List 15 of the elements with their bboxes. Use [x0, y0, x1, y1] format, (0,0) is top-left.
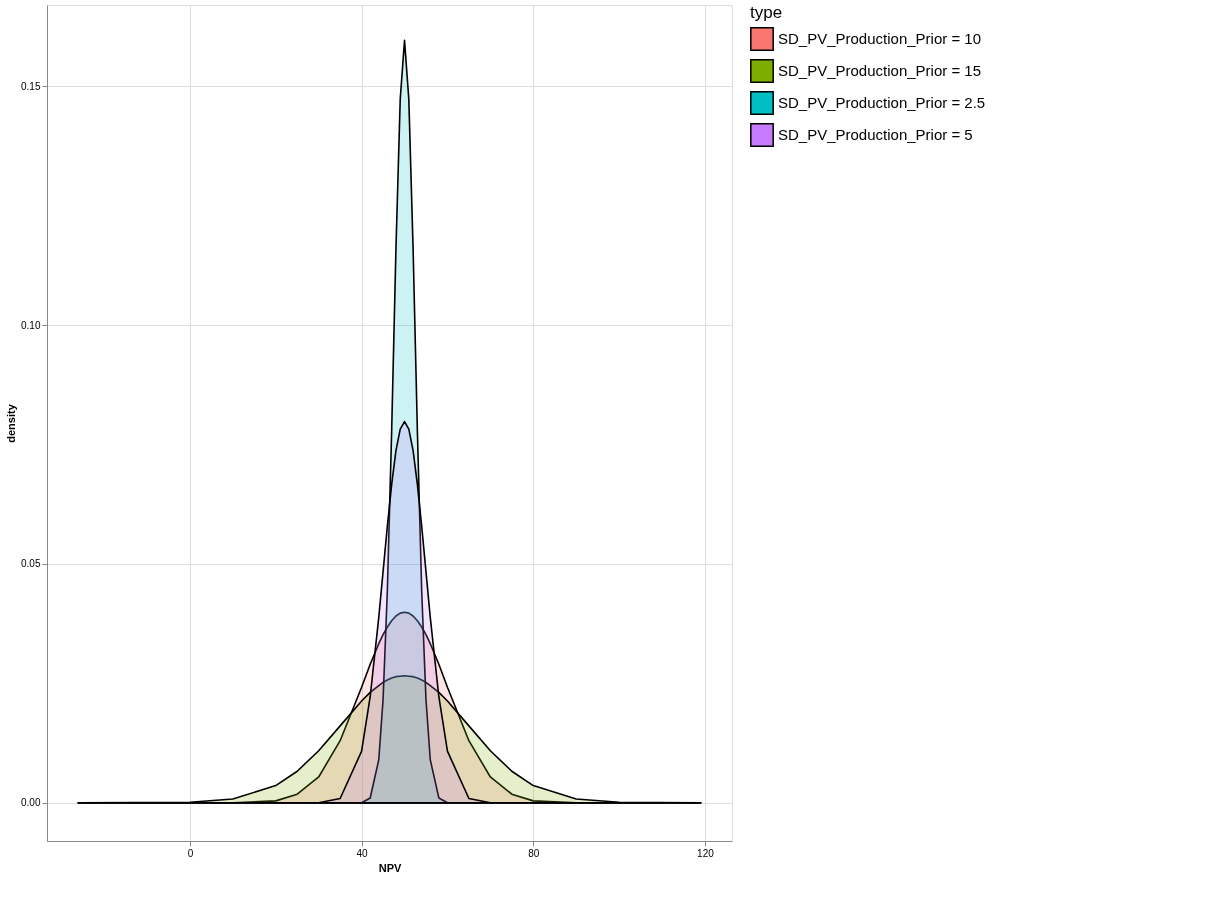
- legend-label: SD_PV_Production_Prior = 15: [778, 62, 982, 79]
- y-axis-title: density: [5, 403, 18, 443]
- legend-label: SD_PV_Production_Prior = 2.5: [778, 94, 986, 111]
- x-tick-label: 40: [356, 847, 369, 859]
- x-tick-label: 0: [187, 847, 194, 859]
- x-axis-title: NPV: [378, 861, 402, 874]
- legend-label: SD_PV_Production_Prior = 10: [778, 30, 982, 47]
- x-tick-label: 120: [697, 847, 715, 859]
- y-tick-label: 0.00: [21, 797, 41, 809]
- y-tick-label: 0.10: [21, 319, 41, 331]
- legend-label: SD_PV_Production_Prior = 5: [778, 126, 973, 143]
- legend-title: type: [750, 3, 783, 22]
- y-tick-label: 0.15: [21, 80, 41, 92]
- x-tick-label: 80: [528, 847, 540, 859]
- y-tick-label: 0.05: [21, 558, 41, 570]
